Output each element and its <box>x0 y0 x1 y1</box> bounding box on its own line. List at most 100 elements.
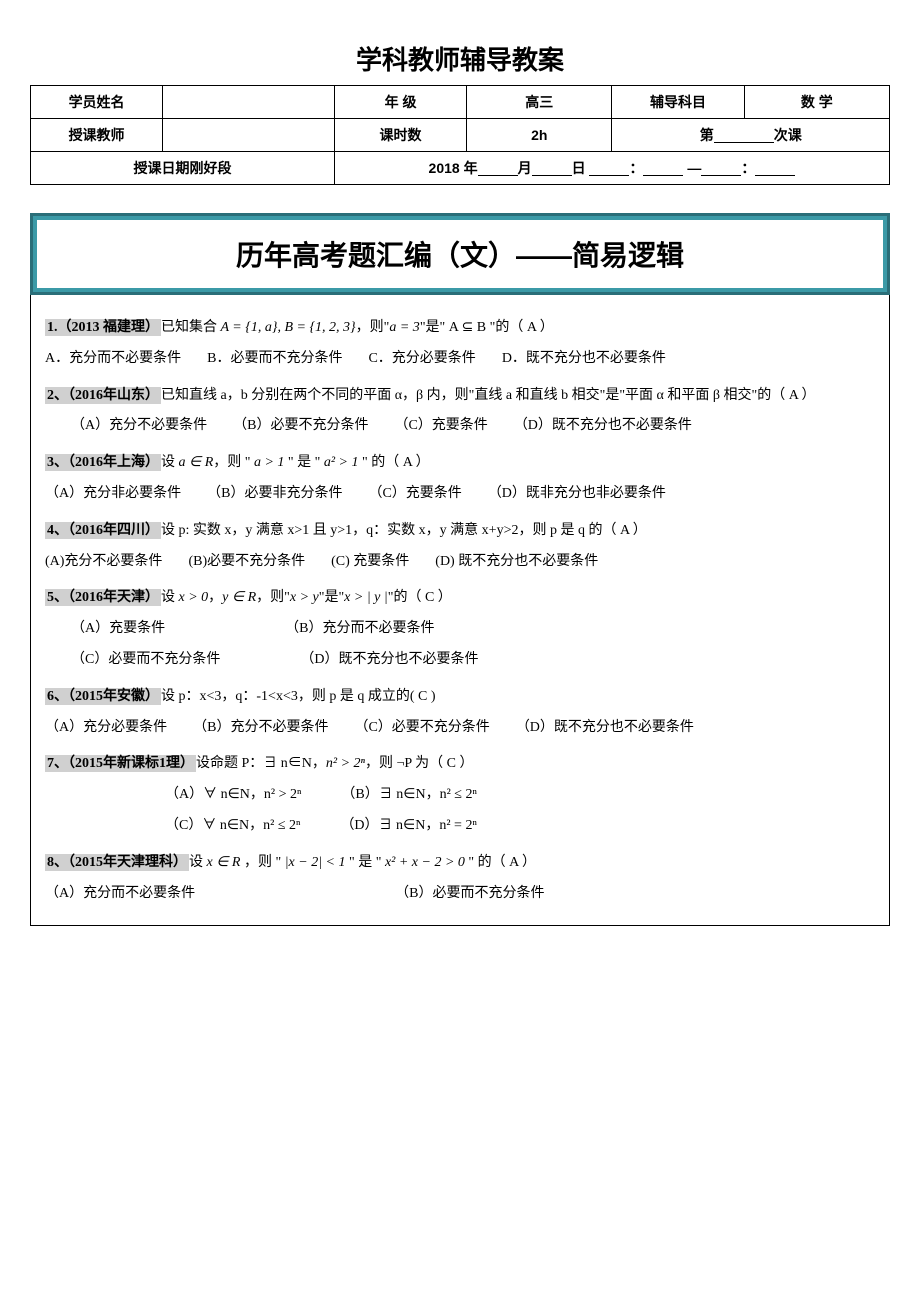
q8-post: " 的（ A ） <box>465 855 536 870</box>
q3-opt-b: （B）必要非充分条件 <box>207 479 342 510</box>
q4-head: 4、（2016年四川） <box>45 522 161 539</box>
q1-cond: a = 3 <box>389 320 419 335</box>
q2-opt-b: （B）必要不充分条件 <box>233 411 368 442</box>
subject-value: 数 学 <box>744 86 889 119</box>
q1-math: A = {1, a}, B = {1, 2, 3} <box>221 320 356 335</box>
q4-opt-a: (A)充分不必要条件 <box>45 547 162 578</box>
q5-mid1: ， <box>208 590 222 605</box>
q7-opt-d: （D）∃ n∈N，n² = 2ⁿ <box>340 811 476 842</box>
q3-m1: a ∈ R <box>179 455 214 470</box>
q7-opt-b: （B）∃ n∈N，n² ≤ 2ⁿ <box>341 780 476 811</box>
q7-opt-a: （A）∀ n∈N，n² > 2ⁿ <box>165 780 301 811</box>
q5-pre: 设 <box>161 590 179 605</box>
q1-head: 1.（2013 福建理） <box>45 319 161 336</box>
q1-opt-d: D．既不充分也不必要条件 <box>502 344 666 375</box>
q5-m3: x > y <box>290 590 319 605</box>
q2-opt-d: （D）既不充分也不必要条件 <box>514 411 692 442</box>
q4-opt-d: (D) 既不充分也不必要条件 <box>435 547 598 578</box>
session-cell: 第 次课 <box>612 119 890 152</box>
q3-opt-a: （A）充分非必要条件 <box>45 479 181 510</box>
date-colon2: ： <box>741 160 755 176</box>
q5-m1: x > 0 <box>179 590 209 605</box>
q3-post: " 的（ A ） <box>359 455 430 470</box>
grade-value: 高三 <box>467 86 612 119</box>
q3-pre: 设 <box>161 455 179 470</box>
q2-head: 2、（2016年山东） <box>45 387 161 404</box>
hours-value: 2h <box>467 119 612 152</box>
q7-pre: 设命题 P：∃ n∈N， <box>196 756 326 771</box>
q2-opt-a: （A）充分不必要条件 <box>71 411 207 442</box>
q5-m2: y ∈ R <box>222 590 256 605</box>
q1-post: "是" A ⊆ B "的（ A ） <box>420 320 554 335</box>
subject-label: 辅导科目 <box>612 86 744 119</box>
q3-options: （A）充分非必要条件 （B）必要非充分条件 （C）充要条件 （D）既非充分也非必… <box>45 479 875 510</box>
q3-head: 3、（2016年上海） <box>45 454 161 471</box>
session-suffix: 次课 <box>774 127 802 143</box>
teacher-value <box>163 119 335 152</box>
q1-options: A．充分而不必要条件 B．必要而不充分条件 C．充分必要条件 D．既不充分也不必… <box>45 344 875 375</box>
question-7: 7、（2015年新课标1理）设命题 P：∃ n∈N，n² > 2ⁿ，则 ¬P 为… <box>45 749 875 841</box>
q2-options: （A）充分不必要条件 （B）必要不充分条件 （C）充要条件 （D）既不充分也不必… <box>71 411 875 442</box>
question-4: 4、（2016年四川）设 p: 实数 x，y 满意 x>1 且 y>1，q：实数… <box>45 516 875 578</box>
q3-opt-d: （D）既非充分也非必要条件 <box>488 479 666 510</box>
question-8: 8、（2015年天津理科）设 x ∈ R ，则 " |x − 2| < 1 " … <box>45 848 875 910</box>
question-5: 5、（2016年天津）设 x > 0，y ∈ R，则"x > y"是"x > |… <box>45 583 875 675</box>
q6-head: 6、（2015年安徽） <box>45 688 161 705</box>
q5-opt-a: （A）充要条件 <box>71 614 165 645</box>
topic-title: 历年高考题汇编（文）——简易逻辑 <box>37 220 883 288</box>
date-dash: — <box>687 160 701 176</box>
q5-post: "的（ C ） <box>388 590 452 605</box>
grade-label: 年 级 <box>334 86 466 119</box>
q8-m2: |x − 2| < 1 <box>285 855 346 870</box>
q3-mid1: ，则 " <box>213 455 254 470</box>
q8-pre: 设 <box>189 855 207 870</box>
q8-opt-a: （A）充分而不必要条件 <box>45 879 195 910</box>
student-name-value <box>163 86 335 119</box>
q7-opt-c: （C）∀ n∈N，n² ≤ 2ⁿ <box>165 811 300 842</box>
q6-opt-c: （C）必要不充分条件 <box>354 713 489 744</box>
q1-opt-c: C．充分必要条件 <box>368 344 475 375</box>
q5-options: （A）充要条件 （B）充分而不必要条件 （C）必要而不充分条件 （D）既不充分也… <box>71 614 875 676</box>
student-name-label: 学员姓名 <box>31 86 163 119</box>
q3-m2: a > 1 <box>254 455 284 470</box>
content-area: 1.（2013 福建理）已知集合 A = {1, a}, B = {1, 2, … <box>30 295 890 926</box>
question-2: 2、（2016年山东）已知直线 a，b 分别在两个不同的平面 α，β 内，则"直… <box>45 381 875 443</box>
q3-opt-c: （C）充要条件 <box>368 479 461 510</box>
q4-body: 设 p: 实数 x，y 满意 x>1 且 y>1，q：实数 x，y 满意 x+y… <box>161 523 647 538</box>
date-label: 授课日期刚好段 <box>31 152 335 185</box>
topic-banner: 历年高考题汇编（文）——简易逻辑 <box>30 213 890 295</box>
q8-options: （A）充分而不必要条件 （B）必要而不充分条件 <box>45 879 875 910</box>
header-table: 学员姓名 年 级 高三 辅导科目 数 学 授课教师 课时数 2h 第 次课 授课日… <box>30 85 890 185</box>
q5-mid3: "是" <box>319 590 344 605</box>
hours-label: 课时数 <box>334 119 466 152</box>
q1-pre: 已知集合 <box>161 320 221 335</box>
q4-options: (A)充分不必要条件 (B)必要不充分条件 (C) 充要条件 (D) 既不充分也… <box>45 547 875 578</box>
q2-opt-c: （C）充要条件 <box>394 411 487 442</box>
q7-post: ，则 ¬P 为（ C ） <box>365 756 474 771</box>
q5-mid2: ，则" <box>256 590 290 605</box>
q6-opt-a: （A）充分必要条件 <box>45 713 167 744</box>
date-year: 2018 年 <box>429 160 478 176</box>
q4-opt-b: (B)必要不充分条件 <box>188 547 305 578</box>
question-6: 6、（2015年安徽）设 p：x<3，q：-1<x<3，则 p 是 q 成立的(… <box>45 682 875 744</box>
q7-math: n² > 2ⁿ <box>326 756 365 771</box>
teacher-label: 授课教师 <box>31 119 163 152</box>
q1-opt-b: B．必要而不充分条件 <box>207 344 342 375</box>
q5-opt-b: （B）充分而不必要条件 <box>285 614 434 645</box>
q1-mid: ，则" <box>356 320 390 335</box>
q8-head: 8、（2015年天津理科） <box>45 854 189 871</box>
q5-head: 5、（2016年天津） <box>45 589 161 606</box>
date-month: 月 <box>518 160 532 176</box>
q8-mid2: " 是 " <box>346 855 385 870</box>
q6-opt-d: （D）既不充分也不必要条件 <box>516 713 694 744</box>
q5-opt-c: （C）必要而不充分条件 <box>71 645 220 676</box>
q4-opt-c: (C) 充要条件 <box>331 547 409 578</box>
date-day: 日 <box>572 160 586 176</box>
q7-options: （A）∀ n∈N，n² > 2ⁿ （B）∃ n∈N，n² ≤ 2ⁿ （C）∀ n… <box>165 780 875 842</box>
q8-opt-b: （B）必要而不充分条件 <box>395 879 544 910</box>
session-prefix: 第 <box>700 127 714 143</box>
q8-m3: x² + x − 2 > 0 <box>385 855 465 870</box>
q3-mid2: " 是 " <box>284 455 323 470</box>
q7-head: 7、（2015年新课标1理） <box>45 755 196 772</box>
q1-opt-a: A．充分而不必要条件 <box>45 344 181 375</box>
